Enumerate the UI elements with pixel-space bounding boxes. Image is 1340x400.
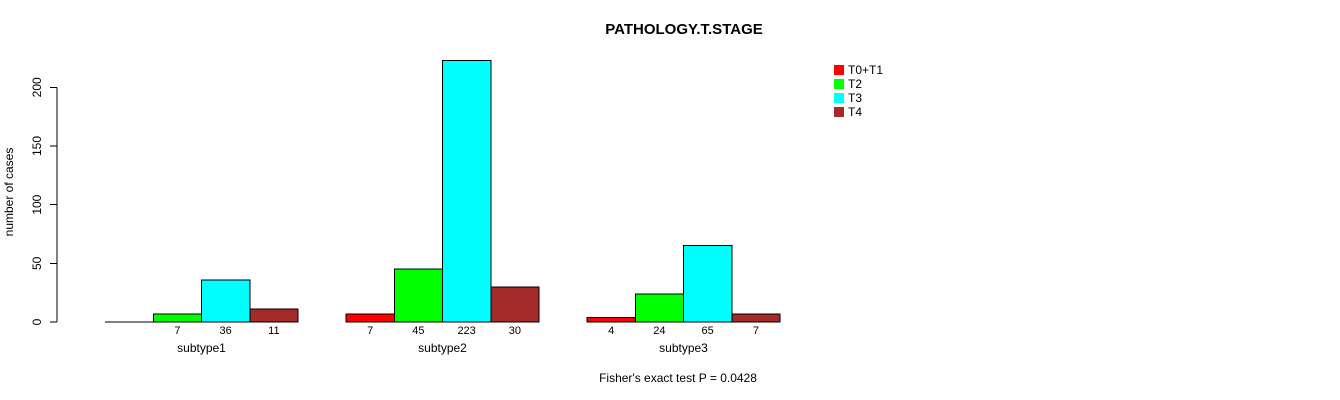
bar-subtype1-T4 [249, 308, 299, 323]
bar-count-label: 24 [653, 325, 665, 337]
bar-subtype2-T4 [490, 286, 540, 323]
bar-count-label: 7 [367, 325, 373, 337]
bar-subtype1-T3 [201, 279, 251, 323]
y-tick-label: 150 [30, 136, 44, 156]
chart-title: PATHOLOGY.T.STAGE [605, 21, 763, 38]
y-tick-label: 50 [30, 256, 44, 270]
legend-swatch [834, 65, 844, 75]
legend-label: T3 [848, 91, 862, 105]
bar-subtype3-T4 [731, 313, 781, 323]
legend-label: T4 [848, 105, 862, 119]
legend-label: T0+T1 [848, 63, 883, 77]
annotation-text: Fisher's exact test P = 0.0428 [599, 371, 757, 385]
bar-subtype2-T0+T1 [345, 313, 395, 323]
bar-subtype3-T3 [683, 245, 733, 323]
bar-count-label: 223 [457, 325, 475, 337]
bar-count-label: 36 [220, 325, 232, 337]
bar-count-label: 11 [268, 325, 279, 337]
legend-label: T2 [848, 77, 862, 91]
legend-swatch [834, 107, 844, 117]
y-tick-label: 100 [30, 194, 44, 214]
y-axis: 0 50 100 150 200 [30, 77, 58, 325]
y-axis-label: number of cases [2, 148, 16, 237]
bar-subtype2-T3 [442, 59, 492, 323]
category-label: subtype3 [659, 341, 708, 355]
legend-swatch [834, 93, 844, 103]
bar-count-label: 65 [702, 325, 714, 337]
category-label: subtype2 [418, 341, 467, 355]
bar-subtype1-T2 [152, 313, 202, 323]
bar-subtype2-T2 [393, 268, 443, 323]
legend-swatch [834, 79, 844, 89]
category-label: subtype1 [177, 341, 226, 355]
bar-subtype3-T2 [634, 293, 684, 323]
bars-group: 7 36 11 subtype1 7 45 223 30 subtype2 4 24 65 7 subty… [105, 59, 781, 355]
bar-count-label: 7 [174, 325, 180, 337]
bar-count-label: 4 [608, 325, 614, 337]
bar-count-label: 30 [509, 325, 521, 337]
y-tick-label: 0 [30, 318, 44, 325]
bar-subtype3-T0+T1 [586, 316, 636, 323]
bar-count-label: 45 [412, 325, 424, 337]
bar-count-label: 7 [753, 325, 759, 337]
y-tick-label: 200 [30, 77, 44, 97]
